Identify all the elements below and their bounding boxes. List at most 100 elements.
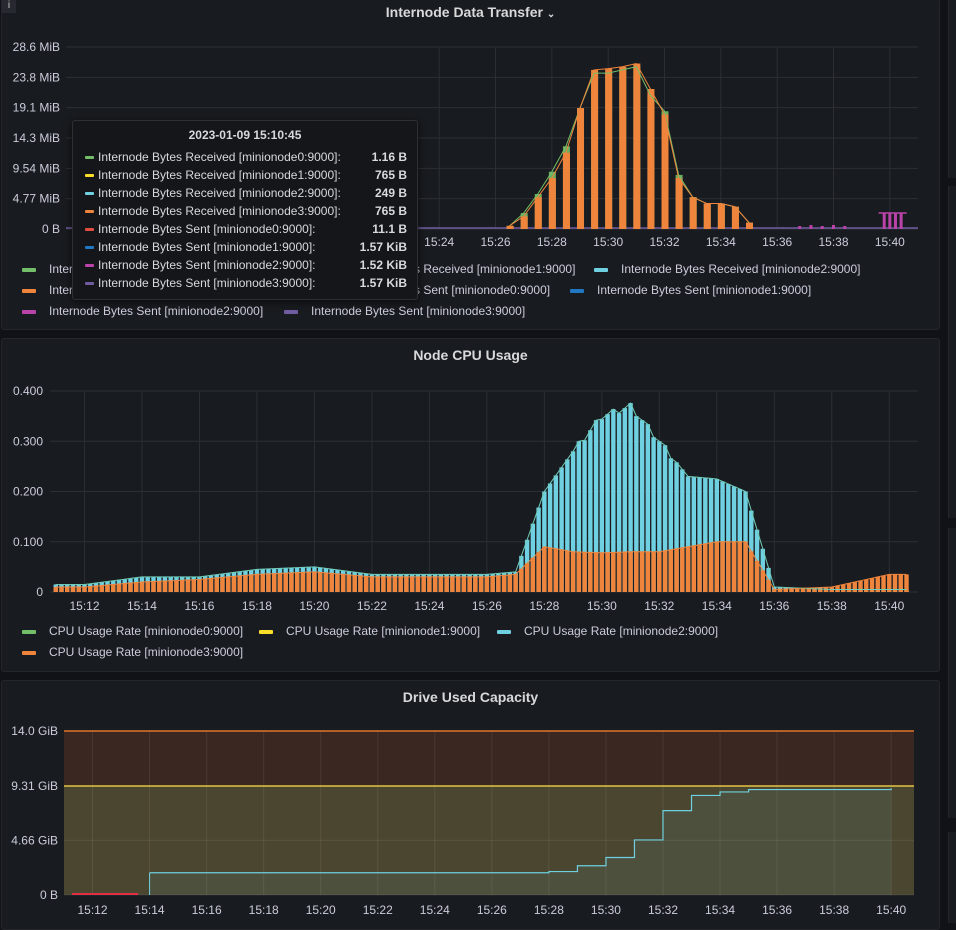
legend-item-cpu-n0[interactable]: CPU Usage Rate [minionode0:9000]: [22, 624, 243, 638]
data-bar: [662, 550, 668, 592]
data-bar: [363, 576, 369, 592]
data-bar: [168, 580, 173, 592]
data-bar: [323, 572, 329, 592]
data-bar: [835, 585, 840, 592]
legend-item-sent-n3[interactable]: Internode Bytes Sent [minionode3:9000]: [284, 304, 525, 318]
data-bar: [795, 588, 800, 592]
tooltip-row: Internode Bytes Sent [minionode3:9000]: 1…: [73, 274, 417, 292]
x-tick-label: 15:24: [420, 903, 450, 917]
data-bar: [478, 576, 484, 592]
data-bar: [570, 451, 576, 592]
x-tick-label: 15:38: [819, 903, 849, 917]
legend-item-cpu-n1[interactable]: CPU Usage Rate [minionode1:9000]: [259, 624, 480, 638]
data-bar: [534, 197, 542, 229]
data-bar: [731, 541, 737, 592]
legend-item-recv-n3[interactable]: Inter: [22, 283, 73, 297]
data-bar: [231, 576, 237, 592]
x-tick-label: 15:36: [759, 599, 789, 613]
y-tick-label: 4.66 GiB: [11, 833, 58, 847]
series-area: [149, 788, 892, 895]
y-tick-label: 0 B: [42, 222, 60, 236]
data-bar: [225, 576, 231, 592]
data-bar: [237, 575, 242, 592]
legend-item-sent-n2[interactable]: Internode Bytes Sent [minionode2:9000]: [22, 304, 263, 318]
x-tick-label: 15:30: [591, 903, 621, 917]
tooltip-label: Internode Bytes Received [minionode1:900…: [98, 168, 341, 182]
data-bar: [766, 579, 771, 592]
data-bar: [329, 573, 334, 592]
cpu-chart[interactable]: 0.400 0.300 0.200 0.100 0 15:12 15:14 15:16 15:1…: [2, 339, 940, 672]
y-tick-label: 14.3 MiB: [13, 131, 60, 145]
data-bar: [220, 577, 225, 592]
data-bar: [553, 475, 559, 592]
data-bar: [622, 552, 628, 592]
data-bar: [427, 576, 432, 592]
legend-item-recv-n0[interactable]: Inter: [22, 262, 73, 276]
data-bar: [432, 576, 438, 592]
y-tick-label: 4.77 MiB: [13, 192, 60, 206]
data-bar: [53, 586, 58, 592]
data-bar: [93, 585, 99, 592]
transfer-chart[interactable]: 28.6 MiB 23.8 MiB 19.1 MiB 14.3 MiB 9.54 MiB…: [2, 0, 940, 330]
data-bar: [869, 578, 875, 592]
data-bar: [843, 226, 847, 229]
tooltip-label: Internode Bytes Received [minionode3:900…: [98, 204, 341, 218]
legend-item-cpu-n3[interactable]: CPU Usage Rate [minionode3:9000]: [22, 645, 243, 659]
data-bar: [559, 467, 564, 592]
x-tick-label: 15:32: [649, 235, 679, 249]
data-bar: [191, 579, 196, 592]
data-bar: [593, 552, 599, 592]
data-bar: [703, 203, 711, 229]
neighbor-panel-edge: [948, 0, 956, 178]
data-bar: [565, 550, 570, 592]
data-bar: [611, 552, 616, 592]
y-tick-label: 14.0 GiB: [11, 724, 58, 738]
legend-item-sent-n1[interactable]: Internode Bytes Sent [minionode1:9000]: [570, 283, 811, 297]
x-tick-label: 15:20: [299, 599, 329, 613]
data-bar: [599, 552, 605, 592]
drive-chart[interactable]: 14.0 GiB 9.31 GiB 4.66 GiB 0 B 15:12 15:14 15:…: [2, 681, 940, 930]
data-bar: [749, 551, 754, 592]
legend-item-recv-n2[interactable]: Internode Bytes Received [minionode2:900…: [594, 262, 861, 276]
data-bar: [717, 203, 725, 229]
data-bar: [703, 477, 708, 592]
data-bar: [300, 572, 306, 592]
data-bar: [675, 178, 683, 229]
data-bar: [128, 582, 133, 592]
tooltip-label: Internode Bytes Sent [minionode3:9000]:: [98, 276, 316, 290]
legend-item-recv-n1[interactable]: s Received [minionode1:9000]: [414, 262, 576, 276]
data-bar: [888, 213, 892, 229]
data-bar: [633, 63, 641, 229]
data-bar: [611, 409, 616, 592]
data-bar: [398, 576, 403, 592]
panel-title-transfer[interactable]: Internode Data Transfer ⌄: [385, 4, 556, 20]
data-bar: [668, 458, 674, 592]
data-bar: [657, 551, 662, 592]
tooltip-label: Internode Bytes Received [minionode2:900…: [98, 186, 341, 200]
data-bar: [185, 579, 191, 592]
x-tick-label: 15:16: [184, 599, 214, 613]
data-bar: [841, 584, 846, 592]
tooltip-row: Internode Bytes Received [minionode1:900…: [73, 166, 417, 184]
data-bar: [605, 552, 610, 592]
panel-title-drive[interactable]: Drive Used Capacity: [402, 689, 539, 705]
data-bar: [570, 551, 576, 592]
panel-title-cpu[interactable]: Node CPU Usage: [413, 347, 528, 363]
chevron-down-icon[interactable]: ⌄: [546, 9, 556, 20]
x-tick-label: 15:30: [593, 235, 623, 249]
x-tick-label: 15:18: [249, 903, 279, 917]
data-bar: [858, 580, 863, 592]
data-bar: [59, 586, 64, 592]
legend-item-sent-n0[interactable]: s Sent [minionode0:9000]: [414, 283, 551, 297]
data-bar: [294, 572, 300, 592]
data-bar: [714, 541, 720, 592]
x-tick-label: 15:12: [69, 599, 99, 613]
data-bar: [904, 574, 909, 592]
data-bar: [685, 546, 691, 592]
legend-item-cpu-n2[interactable]: CPU Usage Rate [minionode2:9000]: [497, 624, 718, 638]
data-bar: [289, 572, 294, 592]
data-bar: [496, 575, 501, 592]
data-bar: [605, 414, 610, 592]
x-tick-label: 15:14: [127, 599, 157, 613]
info-icon[interactable]: i: [2, 0, 16, 13]
